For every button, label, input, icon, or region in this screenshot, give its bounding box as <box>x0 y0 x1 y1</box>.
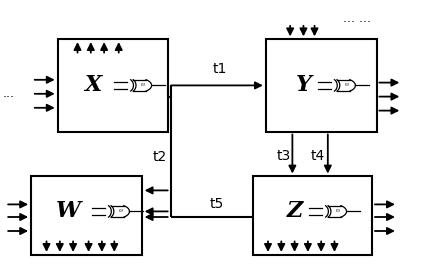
Text: t1: t1 <box>213 62 227 76</box>
Text: t4: t4 <box>311 149 325 163</box>
Text: X: X <box>85 74 101 96</box>
Text: ...: ... <box>2 87 14 100</box>
Text: ... ...: ... ... <box>343 12 371 25</box>
Text: XOR: XOR <box>119 209 124 213</box>
Text: XOR: XOR <box>345 83 350 87</box>
Text: XOR: XOR <box>141 83 147 87</box>
Text: Z: Z <box>287 200 303 222</box>
Bar <box>253 176 372 255</box>
Text: W: W <box>56 200 81 222</box>
Text: Y: Y <box>295 74 311 96</box>
Text: t3: t3 <box>276 149 291 163</box>
Text: t5: t5 <box>210 197 224 211</box>
Bar <box>58 39 168 132</box>
Text: t2: t2 <box>152 150 167 164</box>
Text: XOR: XOR <box>336 209 342 213</box>
Bar <box>31 176 142 255</box>
Bar <box>266 39 377 132</box>
